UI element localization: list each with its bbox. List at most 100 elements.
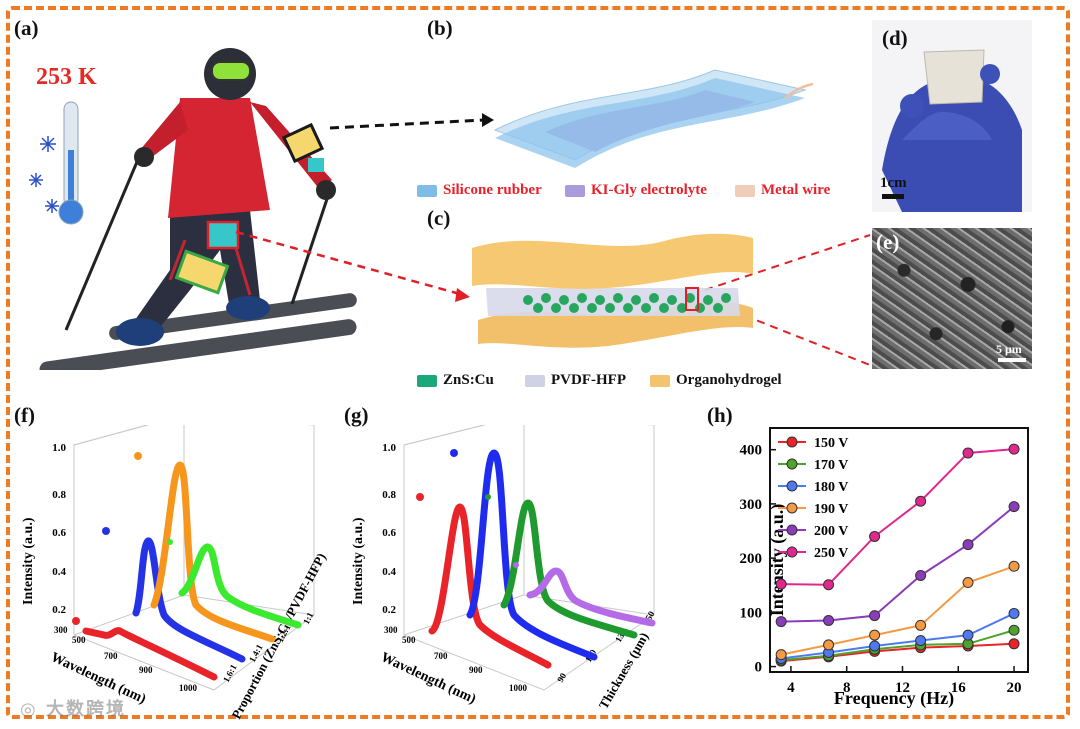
svg-text:900: 900 <box>469 665 483 675</box>
silicone-swatch <box>417 184 437 197</box>
zns-swatch <box>417 374 437 387</box>
chart-h-xlabel: Frequency (Hz) <box>834 688 954 709</box>
figure-frame <box>6 6 1070 719</box>
x-tick-label: 12 <box>895 680 910 696</box>
panel-label-a: (a) <box>14 16 39 40</box>
data-point <box>962 629 974 641</box>
device-schematic-b <box>493 69 814 168</box>
data-point <box>823 579 835 591</box>
thermometer-icon <box>58 101 84 225</box>
data-point <box>869 629 881 641</box>
series-line-170V <box>781 629 1015 662</box>
plot-f-ylabel: Intensity (a.u.) <box>21 517 36 605</box>
data-point <box>869 530 881 542</box>
svg-text:700: 700 <box>434 651 448 661</box>
legend-marker <box>786 480 798 492</box>
chart-h-plot-area <box>769 427 1029 673</box>
dot-f-orange <box>134 452 142 460</box>
svg-text:90: 90 <box>555 671 568 684</box>
legend-label: 180 V <box>814 480 848 495</box>
plot-g-xticks: 300 500 700 900 1000 <box>384 625 528 693</box>
legend-wire: Metal wire <box>735 182 830 199</box>
plot-g-yticks: 0.2 0.4 0.6 0.8 1.0 <box>382 442 396 616</box>
wire-swatch <box>735 184 755 197</box>
legend-electrolyte-label: KI-Gly electrolyte <box>591 182 707 198</box>
plot-f: 0.2 0.4 0.6 0.8 1.0 Intensity (a.u.) Wav… <box>21 425 329 721</box>
panel-label-g: (g) <box>344 403 369 427</box>
plot-g: 0.2 0.4 0.6 0.8 1.0 Intensity (a.u.) Wav… <box>351 425 657 712</box>
y-tick-label: 100 <box>740 605 763 621</box>
legend-marker <box>786 502 798 514</box>
legend-label: 250 V <box>814 546 848 561</box>
plot-f-xticks: 300 500 700 900 1000 <box>54 625 198 693</box>
spectrum-g-blue <box>466 449 598 661</box>
legend-zns: ZnS:Cu <box>417 372 494 389</box>
svg-text:300: 300 <box>54 625 68 635</box>
spectrum-f-orange <box>150 461 276 643</box>
svg-text:1.0: 1.0 <box>382 442 396 454</box>
svg-text:0.6: 0.6 <box>52 527 66 539</box>
data-point <box>1008 607 1020 619</box>
spectrum-f-blue <box>132 537 246 663</box>
spectrum-f-red <box>82 627 218 681</box>
spectrum-g-purple <box>526 567 656 627</box>
svg-text:0.8: 0.8 <box>52 489 66 501</box>
glove-photo: (d) 1cm <box>872 20 1032 212</box>
dot-f-blue <box>102 527 110 535</box>
svg-text:0.4: 0.4 <box>382 566 396 578</box>
legend-pvdf-label: PVDF-HFP <box>551 372 626 388</box>
panel-label-f: (f) <box>14 403 35 427</box>
svg-text:500: 500 <box>72 635 86 645</box>
data-point <box>962 447 974 459</box>
scale-bar-d <box>882 194 904 199</box>
series-line-180V <box>781 612 1015 660</box>
svg-text:0.4: 0.4 <box>52 566 66 578</box>
data-point <box>1008 638 1020 650</box>
dot-g-purple <box>513 562 519 568</box>
scale-label-e: 5 μm <box>996 342 1022 356</box>
x-tick-label: 4 <box>787 680 795 696</box>
dot-g-red <box>416 493 424 501</box>
plot-g-zlabel: Thickness (μm) <box>596 630 652 712</box>
data-point <box>775 649 787 661</box>
data-point <box>962 539 974 551</box>
legend-silicone-label: Silicone rubber <box>443 182 542 198</box>
dot-f-green <box>167 539 173 545</box>
panel-label-d: (d) <box>882 26 908 50</box>
legend-marker <box>786 458 798 470</box>
svg-text:0.6: 0.6 <box>382 527 396 539</box>
data-point <box>1008 501 1020 513</box>
legend-marker <box>786 546 798 558</box>
series-line-250V <box>781 448 1015 586</box>
dot-f-red <box>72 617 80 625</box>
data-point <box>775 578 787 590</box>
svg-text:900: 900 <box>139 665 153 675</box>
glove-drawing <box>882 49 1022 212</box>
svg-text:500: 500 <box>402 635 416 645</box>
legend-wire-label: Metal wire <box>761 182 831 198</box>
dot-g-blue <box>450 449 458 457</box>
x-tick-label: 16 <box>951 680 967 696</box>
svg-text:0.2: 0.2 <box>52 604 66 616</box>
plot-g-ylabel: Intensity (a.u.) <box>351 517 366 605</box>
data-point <box>1008 560 1020 572</box>
data-point <box>823 614 835 626</box>
data-point <box>869 610 881 622</box>
scale-label-d: 1cm <box>880 175 907 191</box>
frequency-chart: Intensity (a.u.) Frequency (Hz) 01002003… <box>740 427 1029 709</box>
temperature-label: 253 K <box>36 64 97 90</box>
y-tick-label: 0 <box>755 660 763 676</box>
legend-label: 200 V <box>814 524 848 539</box>
legend-label: 170 V <box>814 458 848 473</box>
legend-label: 150 V <box>814 436 848 451</box>
svg-text:0.8: 0.8 <box>382 489 396 501</box>
svg-text:700: 700 <box>104 651 118 661</box>
device-schematic-c <box>472 233 753 348</box>
legend-marker <box>786 524 798 536</box>
scale-bar-e <box>998 358 1026 362</box>
skier-illustration <box>29 48 357 370</box>
x-tick-label: 8 <box>843 680 851 696</box>
panel-label-c: (c) <box>427 206 451 230</box>
legend-label: 190 V <box>814 502 848 517</box>
data-point <box>823 639 835 651</box>
